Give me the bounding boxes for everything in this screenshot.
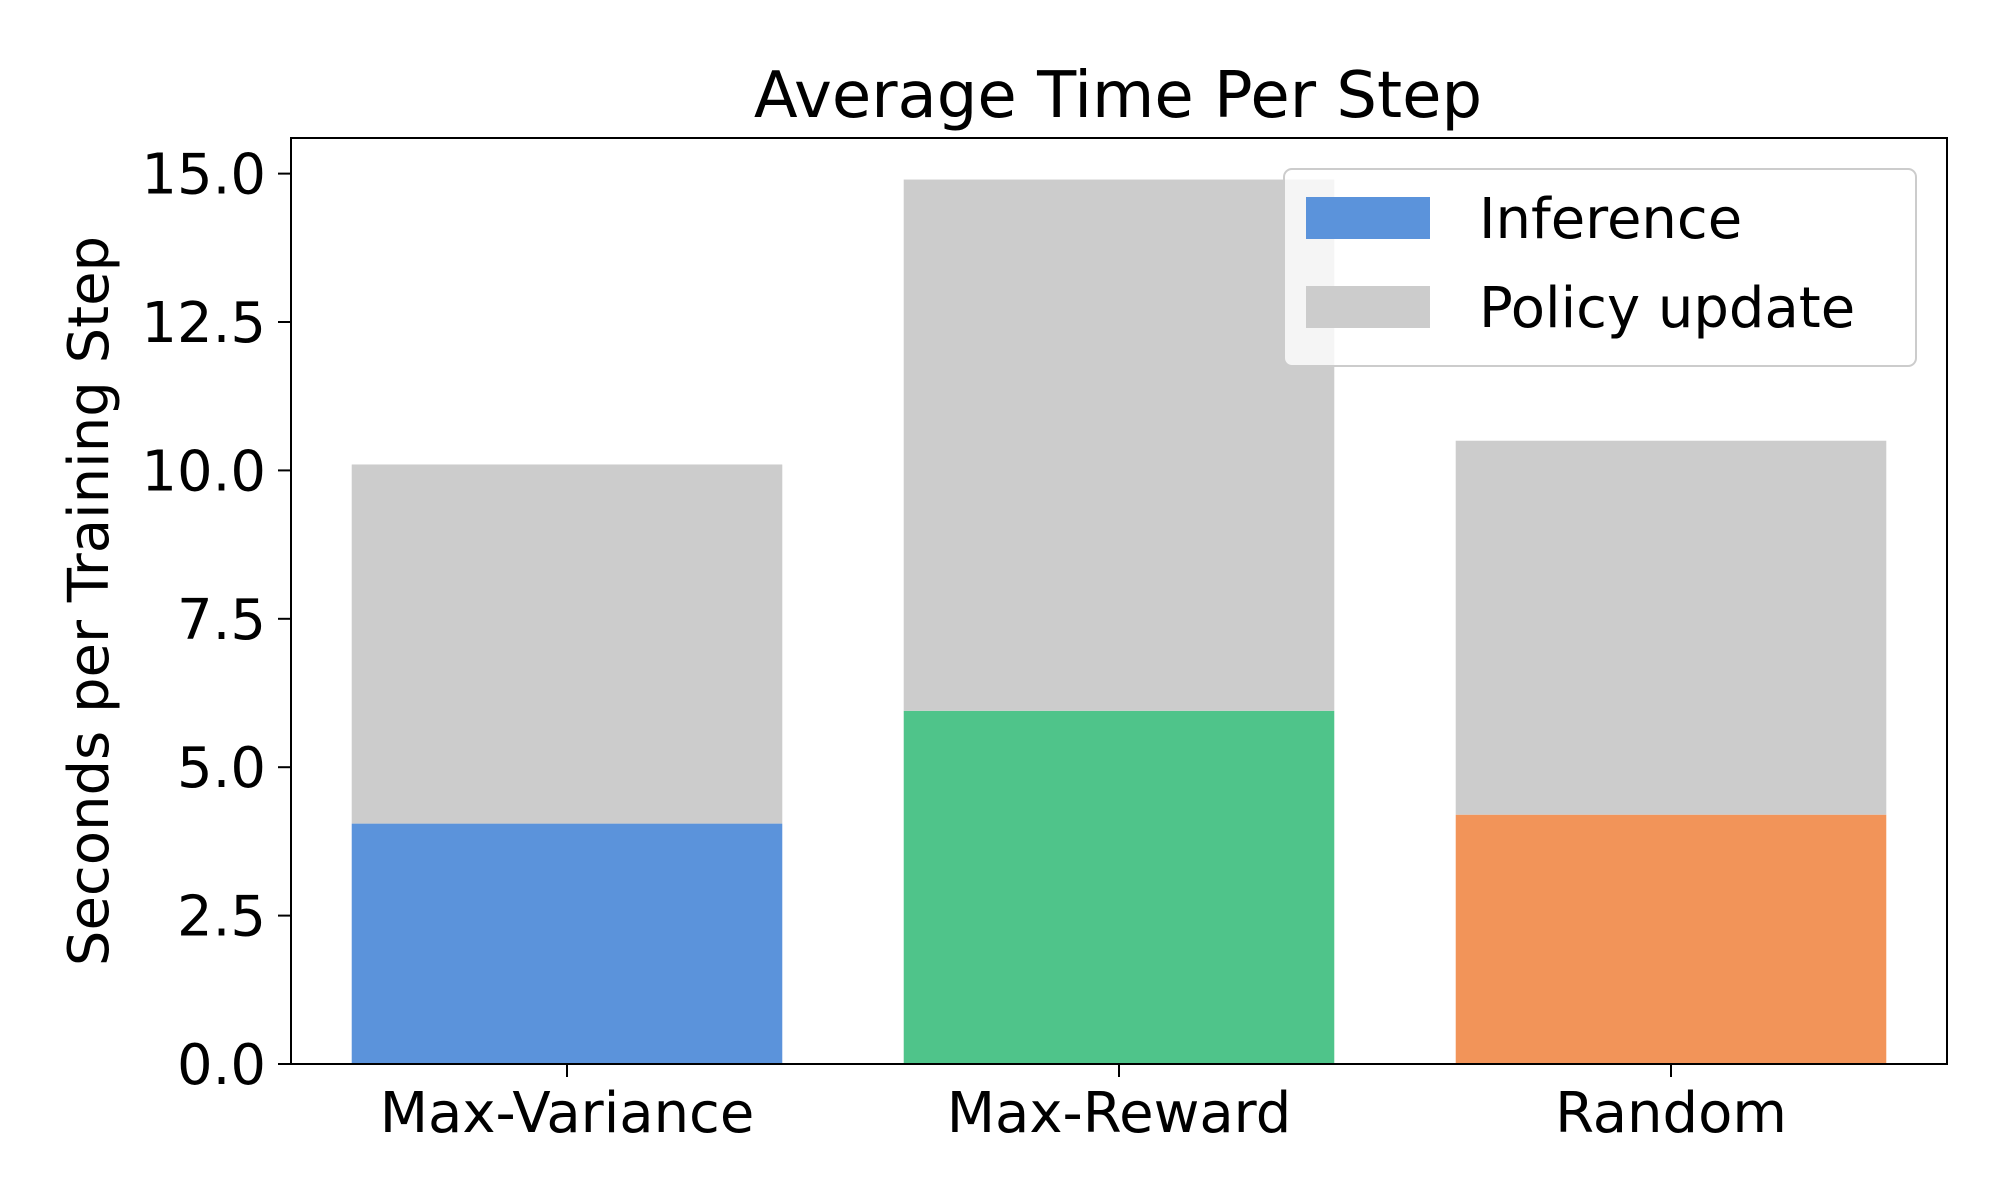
chart-title: Average Time Per Step: [754, 59, 1482, 133]
x-tick-label: Random: [1555, 1081, 1787, 1146]
legend: Inference Policy update: [1283, 168, 1917, 367]
bar-random-inference: [1455, 814, 1887, 1064]
bar-max-reward-policy-update: [903, 179, 1335, 711]
y-tick-label: 12.5: [141, 291, 266, 356]
y-tick-label: 5.0: [177, 736, 266, 801]
bar-random-policy-update: [1455, 440, 1887, 815]
bar-max-reward-inference: [903, 710, 1335, 1064]
legend-label-inference: Inference: [1479, 187, 1742, 252]
x-tick-label: Max-Reward: [947, 1081, 1292, 1146]
y-axis-ticks: 0.0 2.5 5.0 7.5 10.0 12.5 15.0: [141, 143, 291, 1098]
x-tick-label: Max-Variance: [380, 1081, 755, 1146]
legend-swatch-policy-update: [1306, 286, 1430, 328]
bar-max-variance-policy-update: [351, 464, 783, 824]
x-axis-ticks: Max-Variance Max-Reward Random: [380, 1064, 1787, 1146]
legend-box: [1283, 168, 1917, 367]
bars-group: [351, 179, 1887, 1064]
y-tick-label: 15.0: [141, 143, 266, 208]
y-tick-label: 0.0: [177, 1033, 266, 1098]
legend-swatch-inference: [1306, 197, 1430, 239]
bar-max-variance-inference: [351, 823, 783, 1064]
y-axis-label: Seconds per Training Step: [57, 236, 122, 966]
y-tick-label: 2.5: [177, 885, 266, 950]
y-tick-label: 10.0: [141, 439, 266, 504]
y-tick-label: 7.5: [177, 588, 266, 653]
legend-label-policy-update: Policy update: [1479, 276, 1855, 341]
